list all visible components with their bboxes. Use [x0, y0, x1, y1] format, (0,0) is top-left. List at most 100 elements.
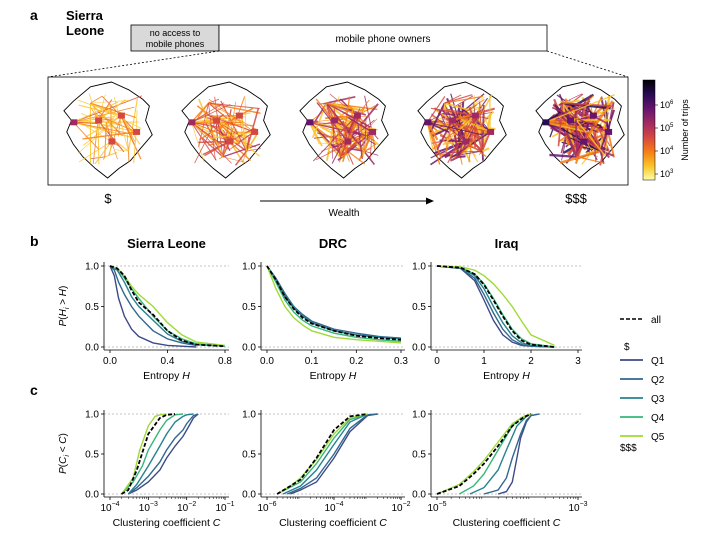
y-tick-label: 0.5 — [85, 450, 99, 461]
hub-marker — [424, 119, 431, 125]
legend-label-q4: Q4 — [651, 413, 665, 424]
y-tick-label: 0.5 — [242, 302, 256, 313]
legend-all-label: all — [651, 315, 661, 326]
trip-edge — [483, 151, 484, 161]
x-tick-label: 0.0 — [260, 356, 274, 367]
no-access-label-line2: mobile phones — [146, 39, 205, 49]
hub-marker — [472, 113, 479, 119]
wealth-arrow-head — [426, 198, 434, 205]
series-line-q3 — [437, 266, 555, 347]
x-axis-label: Entropy H — [310, 370, 357, 382]
series-line-q5 — [437, 266, 555, 345]
hub-marker — [306, 119, 313, 125]
y-tick-label: 0.0 — [412, 343, 426, 354]
wealth-label: Wealth — [329, 208, 360, 219]
y-tick-label: 1.0 — [85, 262, 99, 273]
x-tick-label: 10−5 — [427, 501, 446, 514]
colorbar — [643, 80, 655, 180]
y-tick-label: 1.0 — [412, 410, 426, 421]
chart-b-iraq: 0.00.51.00 1 2 3IraqEntropy H — [412, 236, 582, 382]
series-line-q3 — [110, 266, 225, 346]
hub-marker — [344, 139, 351, 145]
country-name-line2: Leone — [66, 23, 104, 38]
hub-marker — [487, 129, 494, 135]
cdf-charts: 0.00.51.00.0 0.4 0.8Sierra LeoneEntropy HP… — [58, 236, 588, 529]
x-axis-label: Clustering coefficient C — [113, 517, 221, 529]
x-axis-label: Entropy H — [143, 370, 190, 382]
y-tick-label: 1.0 — [412, 262, 426, 273]
hub-marker — [133, 129, 140, 135]
hub-marker — [331, 117, 338, 123]
series-line-q4 — [437, 266, 555, 347]
x-tick-label: 0 — [434, 356, 440, 367]
y-tick-label: 1.0 — [242, 262, 256, 273]
country-name-line1: Sierra — [66, 8, 104, 23]
colorbar-tick-label: 104 — [660, 146, 674, 156]
x-tick-label: 10−3 — [139, 501, 158, 514]
chart-c-sl: 0.00.51.010−4 10−3 10−2 10−1Clustering coef… — [58, 410, 235, 530]
x-tick-label: 0.1 — [305, 356, 319, 367]
series-line-q1 — [437, 266, 555, 347]
colorbar-tick-label: 103 — [660, 169, 674, 179]
chart-c-iraq: 0.0 0.5 1.0 10−5 10−3 Clustering coefficient … — [412, 410, 588, 530]
no-access-label-line1: no access to — [150, 28, 201, 38]
series-line-q5 — [122, 414, 167, 494]
y-tick-label: 0.5 — [412, 450, 426, 461]
x-tick-label: 0.4 — [161, 356, 175, 367]
owners-label: mobile phone owners — [335, 34, 430, 45]
hub-marker — [369, 129, 376, 135]
trip-edge — [111, 105, 112, 141]
y-tick-label: 0.0 — [412, 490, 426, 501]
x-tick-label: 2 — [528, 356, 534, 367]
y-tick-label: 0.0 — [85, 343, 99, 354]
low-wealth-symbol: $ — [104, 191, 112, 206]
hub-marker — [605, 129, 612, 135]
panel-a-letter: a — [30, 7, 38, 23]
chart-title: DRC — [319, 236, 348, 251]
colorbar-ticks: 103 104 105 106 — [655, 100, 674, 179]
y-tick-label: 1.0 — [85, 410, 99, 421]
hub-marker — [236, 113, 243, 119]
y-tick-label: 0.5 — [242, 450, 256, 461]
chart-title: Iraq — [495, 236, 519, 251]
x-axis-label: Clustering coefficient C — [453, 517, 561, 529]
panel-c-letter: c — [30, 382, 38, 398]
x-tick-label: 10−6 — [257, 501, 276, 514]
zoom-line-left — [48, 51, 219, 77]
x-tick-label: 10−2 — [391, 501, 410, 514]
hub-marker — [580, 139, 587, 145]
x-tick-label: 10−1 — [215, 501, 234, 514]
legend-label-q2: Q2 — [651, 375, 665, 386]
x-tick-label: 0.3 — [394, 356, 408, 367]
legend-high-wealth: $$$ — [620, 443, 637, 454]
hub-marker — [188, 119, 195, 125]
x-tick-label: 0.2 — [349, 356, 363, 367]
y-tick-label: 0.5 — [85, 302, 99, 313]
series-line-q3 — [470, 414, 531, 494]
x-tick-label: 3 — [575, 356, 581, 367]
chart-c-drc: 0.00.51.010−6 10−4 10−2Clustering coeffici… — [242, 410, 411, 530]
y-tick-label: 0.0 — [242, 343, 256, 354]
legend-label-q1: Q1 — [651, 356, 665, 367]
chart-title: Sierra Leone — [127, 236, 206, 251]
colorbar-label: Number of trips — [680, 99, 690, 161]
x-tick-label: 10−4 — [324, 501, 343, 514]
zoom-line-right — [547, 51, 628, 77]
chart-b-drc: 0.0 0.5 1.0 0.0 0.1 0.2 0.3 DRC Entropy H — [242, 236, 408, 382]
series-line-q3 — [128, 414, 193, 494]
hub-marker — [449, 117, 456, 123]
x-tick-label: 10−4 — [100, 501, 119, 514]
x-axis-label: Entropy H — [483, 370, 530, 382]
panel-b-letter: b — [30, 233, 39, 249]
x-tick-label: 1 — [481, 356, 487, 367]
colorbar-tick-label: 105 — [660, 123, 674, 133]
trip-edge — [323, 103, 327, 104]
hub-marker — [251, 129, 258, 135]
colorbar-tick-label: 106 — [660, 100, 674, 110]
series-line-q2 — [437, 266, 555, 347]
x-tick-label: 10−3 — [568, 501, 587, 514]
hub-marker — [590, 113, 597, 119]
y-tick-label: 1.0 — [242, 410, 256, 421]
hub-marker — [226, 139, 233, 145]
